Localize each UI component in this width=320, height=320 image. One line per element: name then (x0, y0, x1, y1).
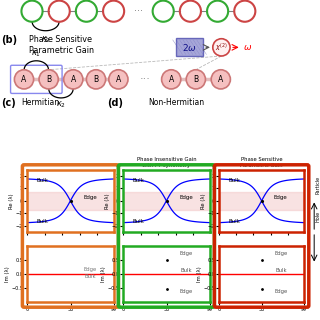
Text: B: B (46, 75, 51, 84)
Text: $2\omega$: $2\omega$ (182, 42, 197, 53)
Text: A: A (116, 75, 121, 84)
Text: Particle: Particle (316, 176, 320, 194)
Text: (d): (d) (107, 98, 123, 108)
Text: Edge: Edge (180, 289, 193, 294)
Circle shape (64, 70, 83, 89)
Text: $\omega$: $\omega$ (244, 43, 252, 52)
Circle shape (109, 70, 128, 89)
Circle shape (186, 70, 205, 89)
Text: Bulk: Bulk (37, 219, 49, 224)
Text: Bulk: Bulk (180, 268, 192, 273)
Text: Bulk: Bulk (133, 219, 145, 224)
Text: Edge: Edge (274, 289, 287, 294)
Text: Phase Sensitive
Parametric Gain: Phase Sensitive Parametric Gain (29, 35, 94, 55)
Y-axis label: Im (λ): Im (λ) (5, 267, 10, 282)
Text: Bulk: Bulk (229, 219, 241, 224)
Text: Hole: Hole (316, 211, 320, 222)
Text: Edge: Edge (83, 195, 97, 200)
Bar (27, 192, 114, 210)
Y-axis label: Re (λ): Re (λ) (105, 193, 110, 209)
Y-axis label: Im (λ): Im (λ) (197, 267, 202, 282)
Text: B: B (193, 75, 198, 84)
Text: Edge: Edge (274, 195, 288, 200)
Text: A: A (169, 75, 174, 84)
Text: Bulk: Bulk (133, 178, 145, 183)
Text: ···: ··· (134, 6, 143, 16)
Text: Bulk: Bulk (37, 178, 49, 183)
Text: $\chi^{(2)}$: $\chi^{(2)}$ (215, 41, 228, 53)
Title: Phase Insensitive Gain
with PT symmetry: Phase Insensitive Gain with PT symmetry (137, 156, 196, 168)
Text: Non-Hermitian: Non-Hermitian (148, 98, 204, 107)
Bar (219, 192, 304, 210)
Text: Bulk: Bulk (275, 268, 287, 273)
Bar (176, 38, 203, 56)
Circle shape (86, 70, 106, 89)
Text: (b): (b) (2, 35, 18, 45)
Text: Edge: Edge (179, 195, 193, 200)
Text: ···: ··· (140, 74, 151, 84)
Text: Edge: Edge (274, 252, 287, 256)
Text: Bulk: Bulk (229, 178, 241, 183)
Text: Hermitian: Hermitian (21, 98, 59, 107)
Text: Edge: Edge (180, 252, 193, 256)
Circle shape (162, 70, 181, 89)
Text: B: B (93, 75, 99, 84)
Text: Bulk: Bulk (84, 274, 96, 279)
Text: A: A (71, 75, 76, 84)
Bar (123, 192, 210, 210)
Text: $\kappa_2$: $\kappa_2$ (41, 34, 51, 45)
Text: $\kappa_2$: $\kappa_2$ (56, 99, 66, 110)
Text: $\kappa_1$: $\kappa_1$ (31, 48, 41, 59)
Title: Phase Sensitive
Parametric Gain: Phase Sensitive Parametric Gain (240, 156, 283, 168)
Circle shape (213, 39, 230, 56)
Y-axis label: Re (λ): Re (λ) (9, 193, 14, 209)
Text: Edge: Edge (84, 267, 97, 272)
Circle shape (39, 70, 58, 89)
Y-axis label: Re (λ): Re (λ) (201, 193, 206, 209)
Circle shape (211, 70, 230, 89)
Text: A: A (218, 75, 223, 84)
Circle shape (14, 70, 34, 89)
Text: A: A (21, 75, 27, 84)
Y-axis label: Im (λ): Im (λ) (101, 267, 106, 282)
Text: (c): (c) (2, 98, 16, 108)
